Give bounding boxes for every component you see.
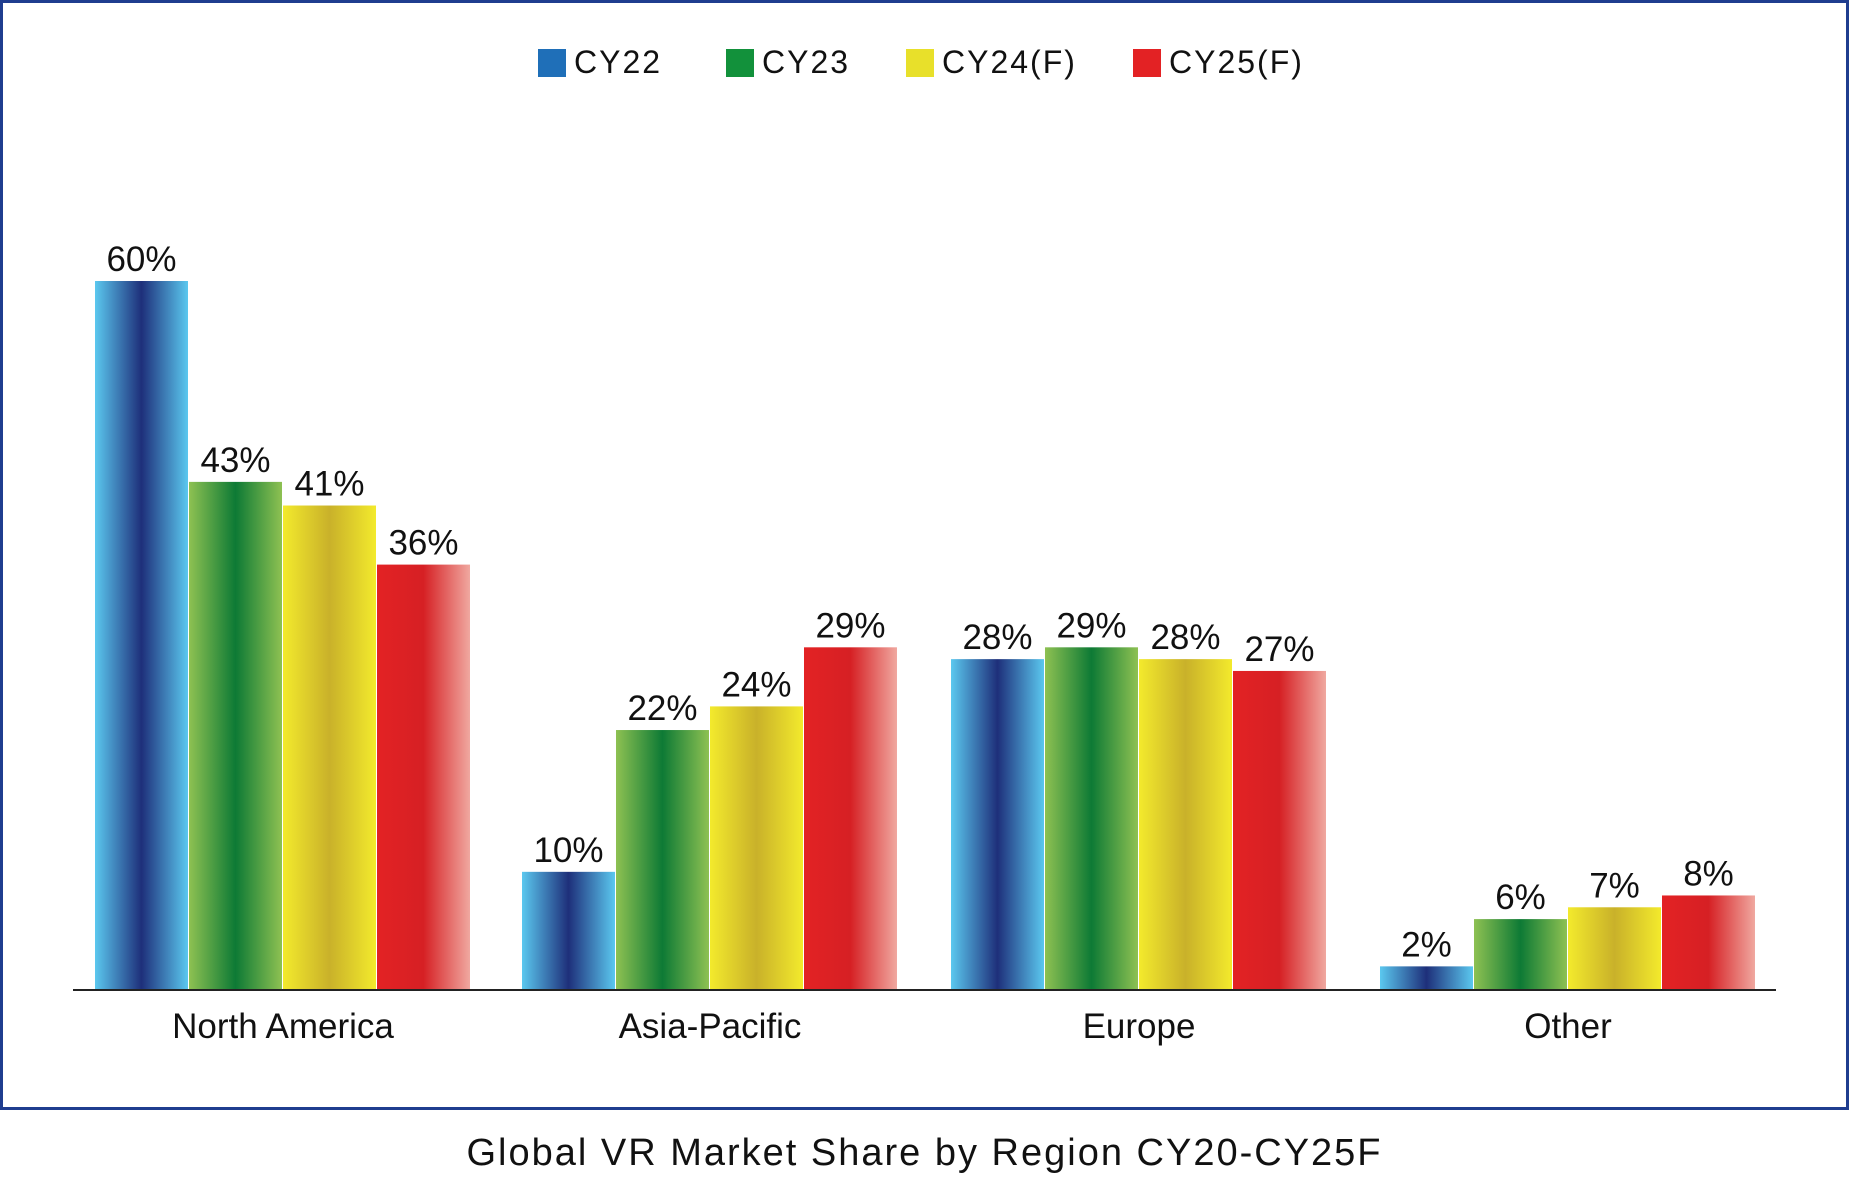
category-label-north-america: North America (172, 1007, 394, 1046)
bar-north-america-cy23 (189, 481, 282, 990)
bar-europe-cy25-f (1233, 670, 1326, 990)
data-label-north-america-cy22: 60% (106, 240, 176, 279)
data-label-other-cy23: 6% (1495, 878, 1546, 917)
data-label-other-cy25-f: 8% (1683, 854, 1734, 893)
bar-asia-pacific-cy24-f (710, 706, 803, 990)
data-label-north-america-cy24-f: 41% (294, 465, 364, 504)
bar-europe-cy22 (951, 659, 1044, 990)
bar-other-cy24-f (1568, 907, 1661, 990)
bar-other-cy23 (1474, 919, 1567, 990)
data-label-asia-pacific-cy24-f: 24% (721, 665, 791, 704)
legend-item-cy22: CY22 (538, 44, 662, 80)
data-labels-group: 60% 43% 41% 36% 10% 22% 24% 29% 28% 29% 28% 27% 2% 6%… (106, 240, 1733, 964)
bar-asia-pacific-cy25-f (804, 647, 897, 990)
bar-europe-cy24-f (1139, 659, 1232, 990)
chart-frame: CY22 CY23 CY24(F) CY25(F) 60% 43% 41% 36% 10% 22… (0, 0, 1849, 1110)
legend-label-cy25-f: CY25(F) (1169, 44, 1304, 80)
bar-north-america-cy22 (95, 281, 188, 990)
data-label-north-america-cy23: 43% (200, 441, 270, 480)
legend-item-cy24-f: CY24(F) (906, 44, 1077, 80)
legend-swatch-cy24-f (906, 49, 934, 77)
category-labels-group: North America Asia-Pacific Europe Other (172, 1007, 1612, 1046)
legend-item-cy23: CY23 (726, 44, 850, 80)
bar-asia-pacific-cy23 (616, 730, 709, 990)
category-label-asia-pacific: Asia-Pacific (619, 1007, 802, 1046)
data-label-asia-pacific-cy25-f: 29% (815, 606, 885, 645)
bar-europe-cy23 (1045, 647, 1138, 990)
data-label-other-cy22: 2% (1401, 925, 1452, 964)
data-label-europe-cy25-f: 27% (1244, 630, 1314, 669)
data-label-north-america-cy25-f: 36% (388, 524, 458, 563)
category-label-other: Other (1524, 1007, 1612, 1046)
legend-label-cy22: CY22 (574, 44, 662, 80)
legend: CY22 CY23 CY24(F) CY25(F) (538, 44, 1304, 80)
legend-label-cy23: CY23 (762, 44, 850, 80)
bar-north-america-cy25-f (377, 564, 470, 990)
bar-asia-pacific-cy22 (522, 871, 615, 990)
data-label-europe-cy24-f: 28% (1150, 618, 1220, 657)
bar-other-cy22 (1380, 966, 1473, 990)
legend-swatch-cy23 (726, 49, 754, 77)
legend-swatch-cy25-f (1133, 49, 1161, 77)
data-label-europe-cy22: 28% (962, 618, 1032, 657)
bar-north-america-cy24-f (283, 505, 376, 990)
legend-label-cy24-f: CY24(F) (942, 44, 1077, 80)
legend-swatch-cy22 (538, 49, 566, 77)
chart-title: Global VR Market Share by Region CY20-CY… (466, 1132, 1383, 1174)
data-label-europe-cy23: 29% (1056, 606, 1126, 645)
data-label-other-cy24-f: 7% (1589, 866, 1640, 905)
bars-group (95, 281, 1755, 990)
data-label-asia-pacific-cy23: 22% (627, 689, 697, 728)
bar-other-cy25-f (1662, 895, 1755, 990)
legend-item-cy25-f: CY25(F) (1133, 44, 1304, 80)
data-label-asia-pacific-cy22: 10% (533, 831, 603, 870)
category-label-europe: Europe (1083, 1007, 1196, 1046)
bar-chart: CY22 CY23 CY24(F) CY25(F) 60% 43% 41% 36% 10% 22… (73, 44, 1776, 1046)
